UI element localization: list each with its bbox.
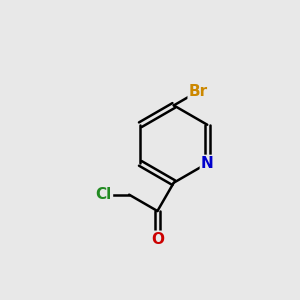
Text: Cl: Cl xyxy=(96,187,112,202)
Text: N: N xyxy=(201,156,214,171)
Text: Br: Br xyxy=(189,84,208,99)
Text: O: O xyxy=(151,232,164,247)
